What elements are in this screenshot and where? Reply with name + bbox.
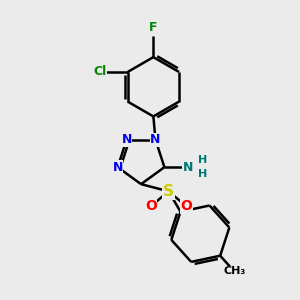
Text: N: N — [182, 161, 193, 174]
Text: O: O — [145, 199, 157, 213]
Text: H: H — [199, 169, 208, 179]
Text: N: N — [112, 161, 123, 174]
Text: CH₃: CH₃ — [223, 266, 245, 277]
Text: O: O — [180, 199, 192, 213]
Text: N: N — [150, 133, 161, 146]
Text: S: S — [163, 184, 174, 199]
Text: Cl: Cl — [93, 65, 106, 79]
Text: H: H — [199, 155, 208, 165]
Text: N: N — [122, 133, 132, 146]
Text: F: F — [149, 21, 158, 34]
